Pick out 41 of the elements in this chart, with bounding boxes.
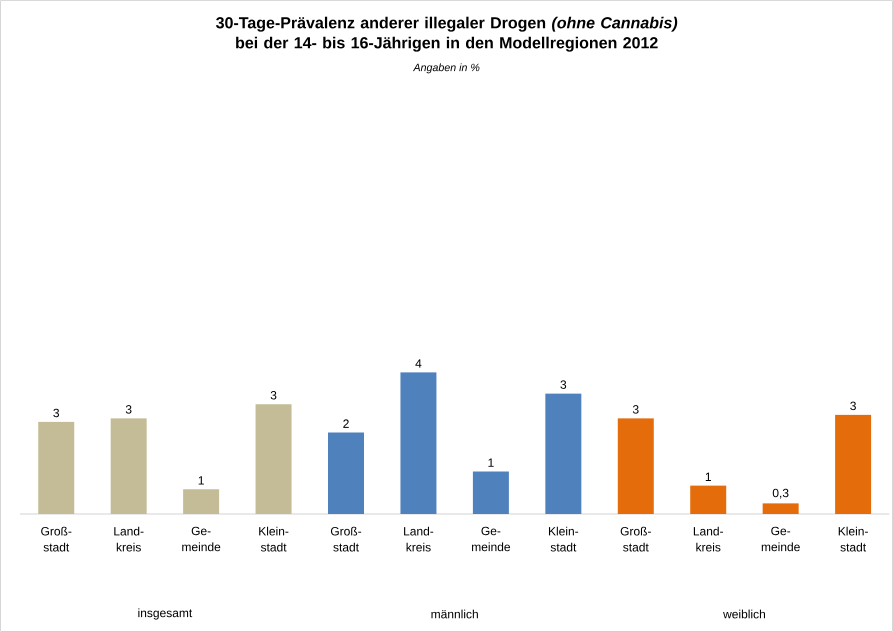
x-tick-label: Land- kreis xyxy=(114,526,144,552)
data-label: 1 xyxy=(198,476,204,484)
x-tick-label: Groß- stadt xyxy=(620,526,651,552)
x-tick-label: Ge- meinde xyxy=(472,526,510,552)
data-label: 0,3 xyxy=(772,488,788,499)
data-label: 4 xyxy=(415,359,422,368)
data-label: 3 xyxy=(270,390,276,400)
bar xyxy=(400,372,436,514)
x-tick-label: Klein- stadt xyxy=(838,526,868,552)
text: männlich xyxy=(431,610,478,618)
bar xyxy=(110,418,147,514)
bar xyxy=(618,418,654,514)
bar xyxy=(762,503,799,514)
x-tick-label: Groß- stadt xyxy=(41,526,72,552)
text: insgesamt xyxy=(138,608,192,620)
x-tick-label: Klein- stadt xyxy=(259,526,288,552)
chart-title: 30-Tage-Prävalenz anderer illegaler Drogen (ohne Cannabis) bei der 14- bis 16-Jährigen in den Modellregionen 2012 xyxy=(216,16,678,52)
chart-subtitle: Angaben in % xyxy=(412,63,480,74)
x-tick-label: Land- kreis xyxy=(694,526,724,552)
x-tick-label: Groß- stadt xyxy=(330,526,362,552)
x-tick-label: Land- kreis xyxy=(404,526,434,552)
bar xyxy=(690,486,726,514)
bar xyxy=(835,414,872,514)
bar xyxy=(256,404,292,514)
data-label: 1 xyxy=(706,472,711,481)
x-tick-label: Klein- stadt xyxy=(548,526,578,552)
data-label: 3 xyxy=(632,405,639,414)
x-tick-label: Ge- meinde xyxy=(762,526,800,552)
bar xyxy=(183,489,220,514)
text: weiblich xyxy=(723,610,765,618)
bar xyxy=(545,394,582,514)
data-label: 3 xyxy=(850,402,856,410)
bar xyxy=(38,422,74,514)
data-label: 3 xyxy=(126,405,132,414)
data-label: 1 xyxy=(488,458,494,467)
bar xyxy=(472,471,509,514)
x-tick-label: Ge- meinde xyxy=(182,526,220,552)
data-label: 3 xyxy=(560,380,566,389)
data-label: 2 xyxy=(343,419,349,428)
bar xyxy=(328,432,364,514)
data-label: 3 xyxy=(53,408,60,418)
